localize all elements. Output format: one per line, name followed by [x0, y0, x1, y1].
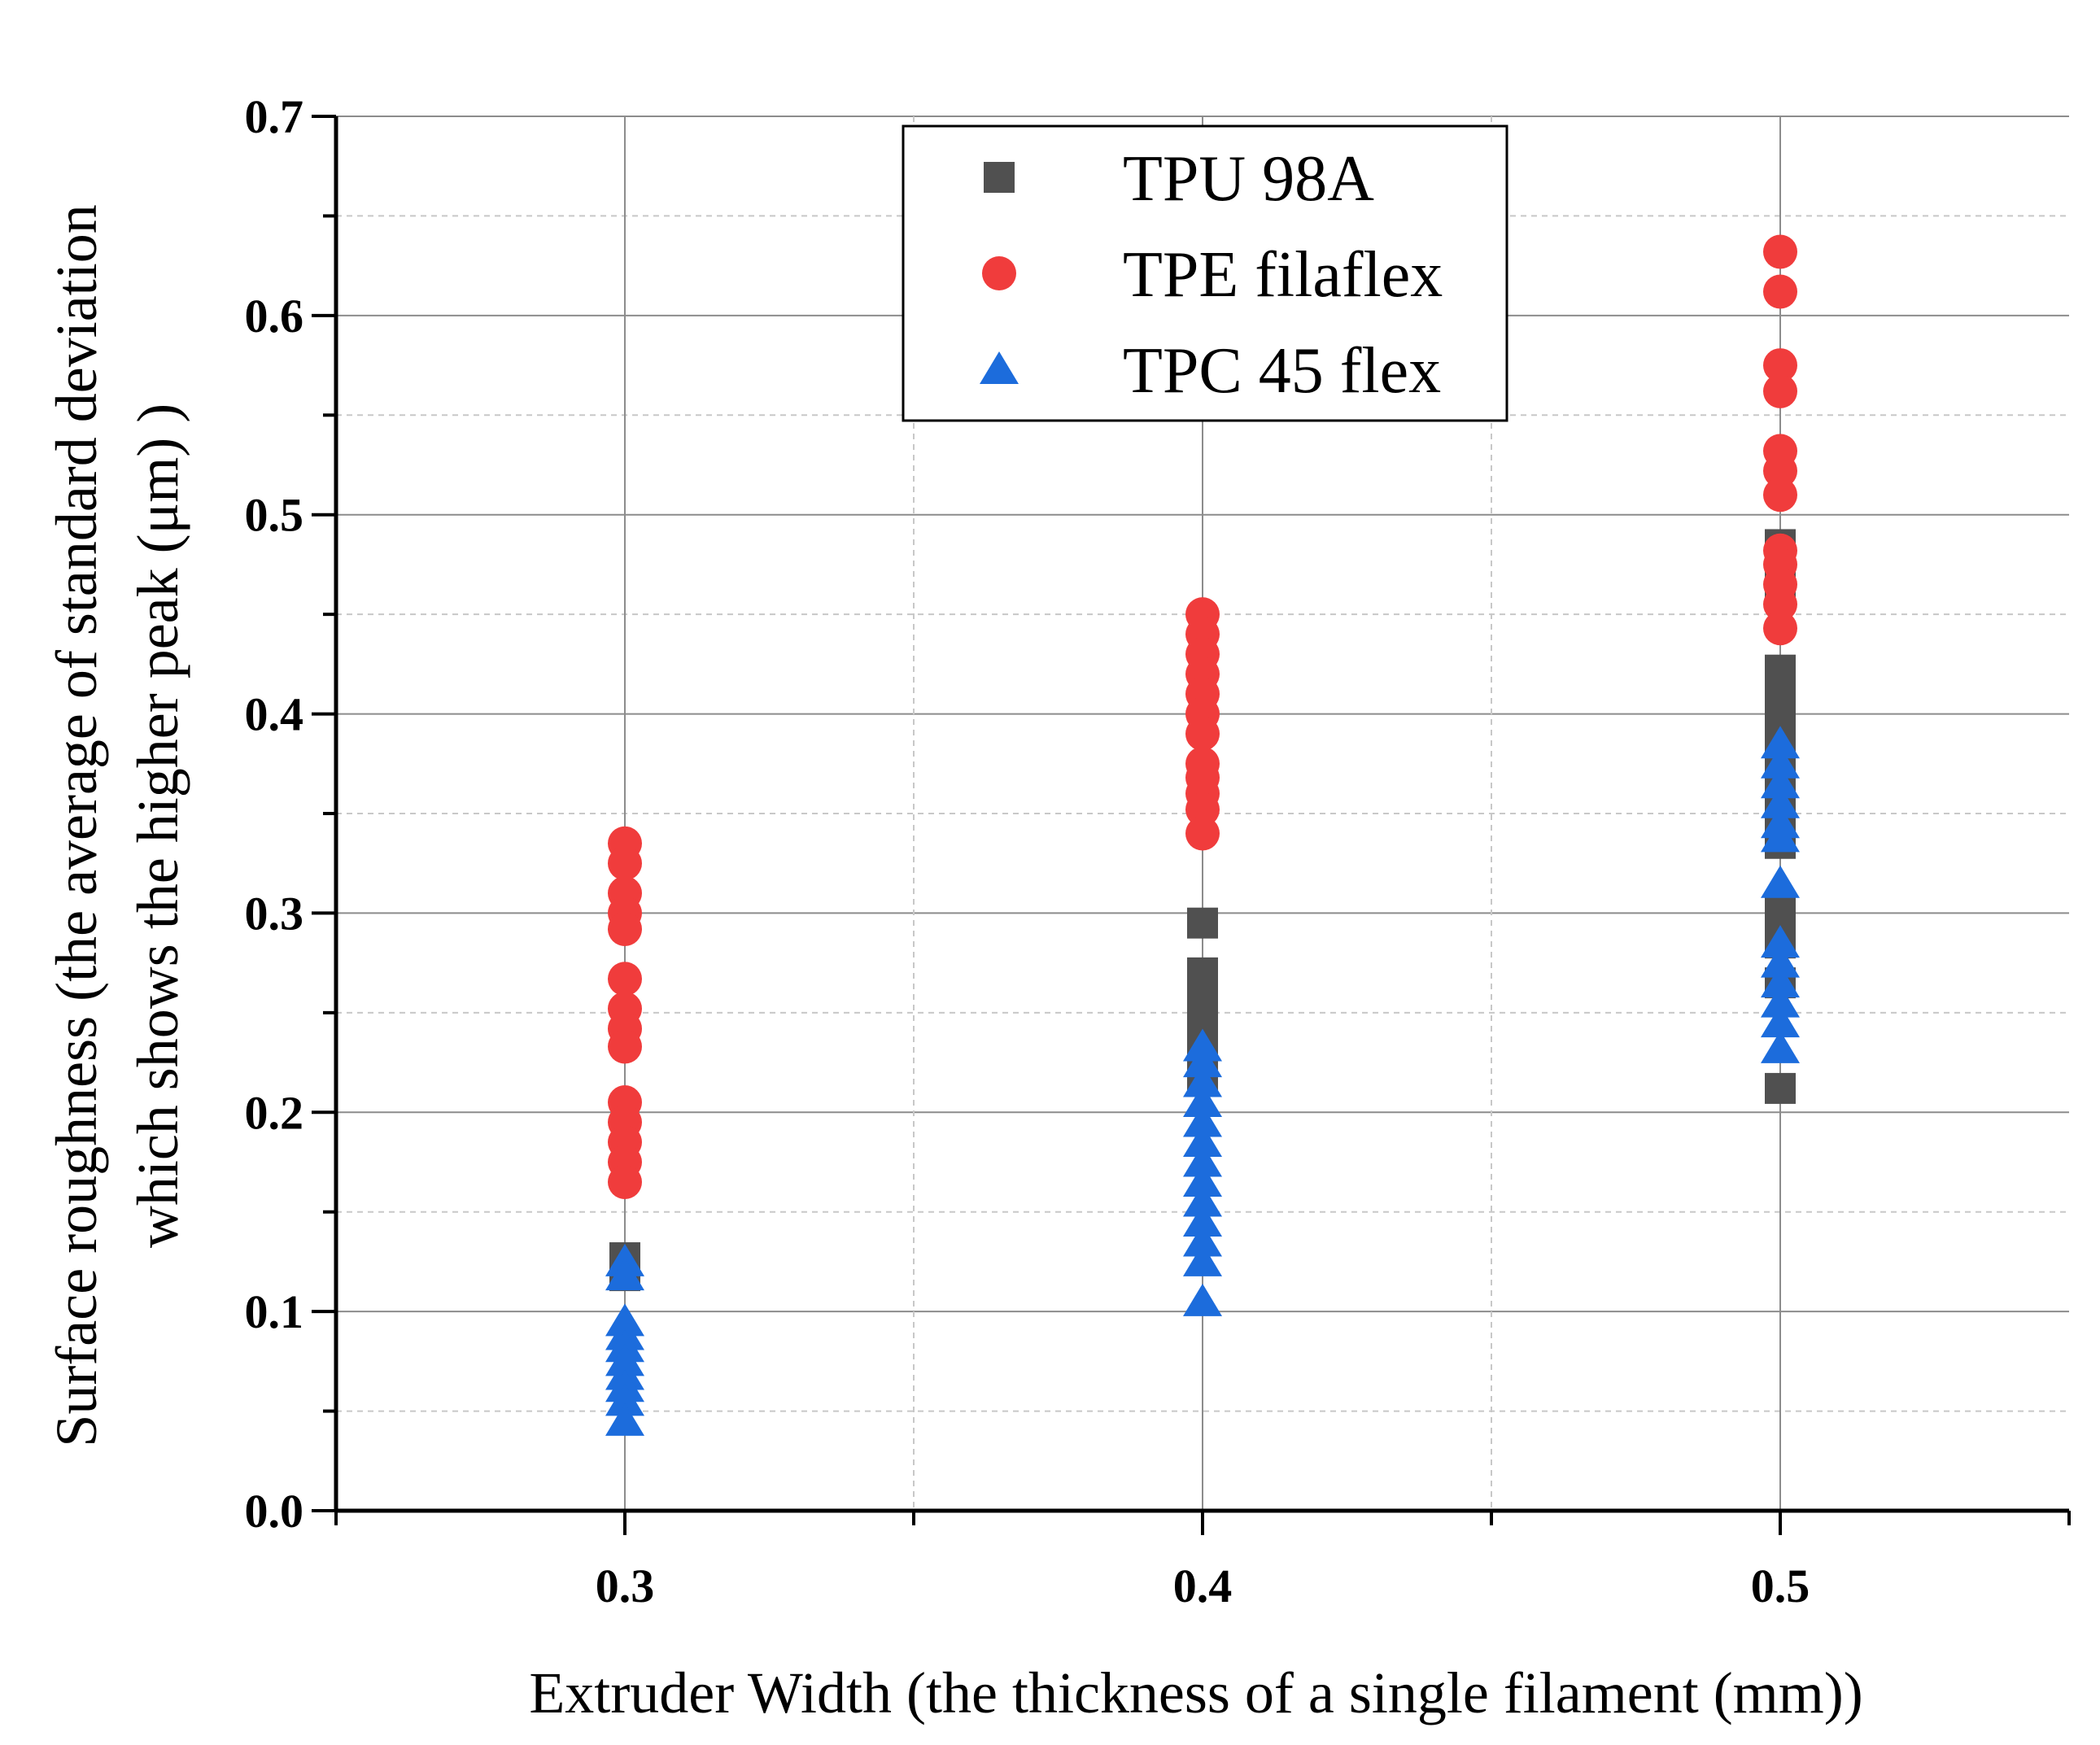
legend-label: TPC 45 flex	[1123, 335, 1441, 407]
data-point	[1183, 1144, 1222, 1177]
data-point	[1761, 785, 1800, 818]
legend: TPU 98A TPE filaflex TPC 45 flex	[902, 124, 1508, 422]
y-tick-label: 0.3	[245, 887, 304, 940]
y-tick-label: 0.6	[245, 290, 304, 342]
y-tick-label: 0.2	[245, 1086, 304, 1139]
legend-label: TPU 98A	[1123, 143, 1374, 215]
data-point	[1183, 1064, 1222, 1097]
data-point	[1187, 907, 1218, 939]
data-points	[605, 234, 1800, 1436]
data-point	[1185, 816, 1220, 851]
data-point	[1183, 1163, 1222, 1197]
data-point	[1761, 984, 1800, 1018]
x-axis-title: Extruder Width (the thickness of a singl…	[529, 1660, 1862, 1725]
data-point	[608, 846, 642, 881]
data-point	[1761, 745, 1800, 779]
axis-labels: Extruder Width (the thickness of a singl…	[44, 204, 1863, 1725]
data-point	[1765, 1072, 1796, 1104]
data-point	[1763, 348, 1797, 383]
data-point	[1761, 819, 1800, 853]
data-point	[1183, 1045, 1222, 1078]
y-tick-label: 0.1	[245, 1285, 304, 1338]
data-point	[1761, 1030, 1800, 1063]
y-tick-label: 0.7	[245, 90, 304, 143]
data-point	[1763, 587, 1797, 622]
x-tick-label: 0.4	[1173, 1560, 1233, 1612]
y-tick-label: 0.0	[245, 1485, 304, 1538]
legend-marker-tpc-45-flex	[980, 351, 1019, 384]
data-point	[1183, 1243, 1222, 1276]
y-axis-title-line1: Surface roughness (the average of standa…	[44, 204, 109, 1446]
y-tick-label: 0.4	[245, 688, 304, 741]
data-point	[1761, 1005, 1800, 1038]
data-point	[1183, 1283, 1222, 1316]
y-axis-title-line2: which shows the higher peak (μm) )	[125, 404, 190, 1248]
data-point	[1763, 453, 1797, 488]
data-point	[1183, 1084, 1222, 1118]
data-point	[605, 1258, 644, 1291]
data-point	[1183, 1104, 1222, 1137]
data-point	[608, 962, 642, 997]
data-point	[1765, 897, 1796, 929]
axes: 0.0 0.1 0.2 0.3 0.4 0.5 0.6 0.7 0.3 0.4 0.5	[245, 90, 2071, 1612]
data-point	[1761, 944, 1800, 978]
legend-marker-tpe-filaflex	[982, 256, 1016, 290]
data-point	[1185, 717, 1220, 752]
data-point	[1761, 726, 1800, 759]
data-point	[1183, 1124, 1222, 1158]
data-point	[1185, 792, 1220, 827]
data-point	[1761, 925, 1800, 958]
data-point	[608, 912, 642, 947]
data-point	[1763, 274, 1797, 309]
data-point	[1183, 1224, 1222, 1257]
data-point	[1761, 766, 1800, 799]
data-point	[1763, 234, 1797, 269]
data-point	[1761, 965, 1800, 998]
data-point	[608, 1164, 642, 1199]
legend-label: TPE filaflex	[1123, 239, 1443, 311]
series-tpe-filaflex	[608, 234, 1797, 1199]
x-tick-label: 0.3	[596, 1560, 655, 1612]
x-tick-label: 0.5	[1751, 1560, 1810, 1612]
data-point	[1763, 373, 1797, 408]
legend-marker-tpu-98a	[984, 162, 1015, 193]
series-tpc-45-flex	[605, 726, 1800, 1436]
data-point	[1763, 611, 1797, 646]
data-point	[605, 1403, 644, 1436]
y-tick-label: 0.5	[245, 489, 304, 542]
data-point	[608, 1029, 642, 1064]
data-point	[605, 1383, 644, 1416]
data-point	[1763, 478, 1797, 513]
data-point	[1183, 1184, 1222, 1217]
data-point	[1183, 1203, 1222, 1237]
data-point	[1761, 865, 1800, 898]
